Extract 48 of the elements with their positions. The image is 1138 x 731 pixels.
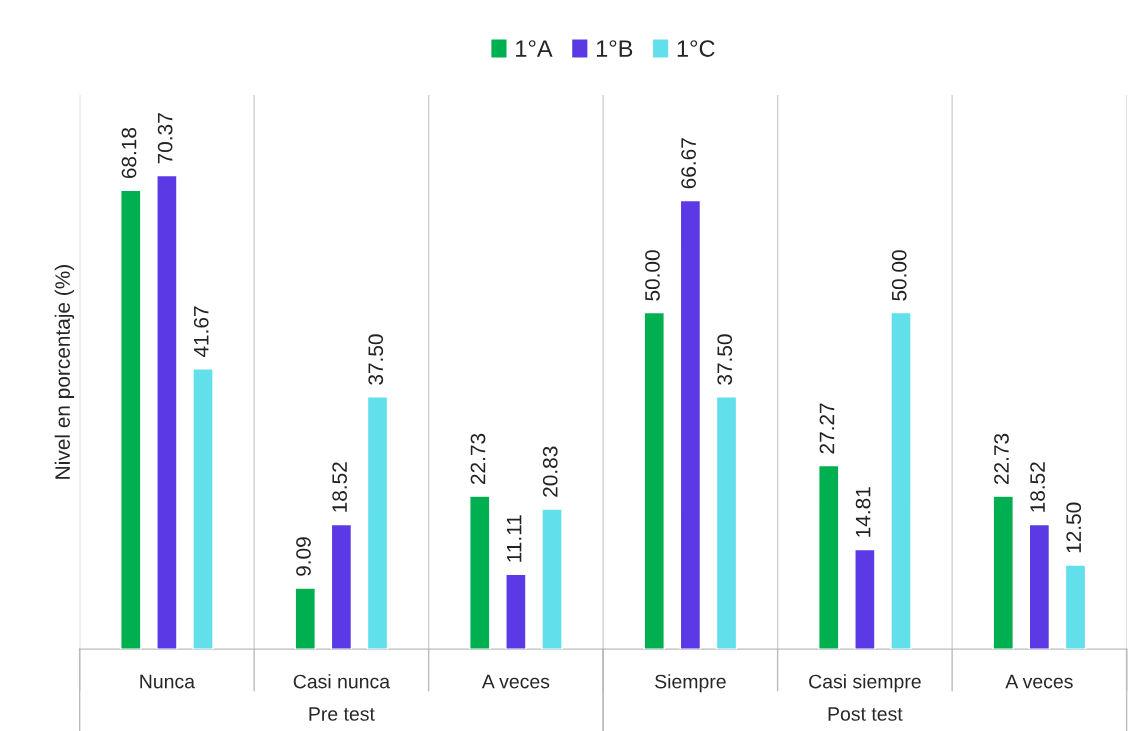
x-tick-label: Siempre: [655, 674, 726, 693]
data-label: 9.09: [296, 537, 311, 576]
data-label: 22.73: [994, 433, 1009, 484]
data-label: 37.50: [717, 334, 733, 385]
data-label: 41.67: [193, 306, 209, 358]
bar: [330, 523, 353, 650]
bar: [679, 199, 702, 650]
legend-label: 1°C: [677, 40, 715, 57]
bar: [294, 587, 317, 650]
bar: [469, 495, 491, 650]
bar: [192, 367, 214, 650]
data-label: 18.52: [1030, 462, 1045, 512]
text: Pre test: [309, 707, 375, 721]
legend-label: 1°A: [516, 40, 553, 57]
bar: [505, 573, 527, 650]
data-label: 50.00: [891, 250, 907, 301]
data-label: 14.81: [855, 487, 871, 537]
data-label: 20.83: [542, 446, 558, 497]
data-label: 22.73: [470, 433, 486, 484]
data-label: 37.50: [368, 334, 384, 385]
bar: [1064, 564, 1087, 650]
bar: [156, 174, 178, 650]
bar: [854, 548, 876, 650]
bar: [818, 464, 840, 650]
data-label: 11.11: [506, 515, 522, 562]
bar: [715, 396, 738, 650]
x-tick-label: A veces: [481, 674, 550, 689]
data-label: 68.18: [121, 127, 137, 179]
bar: [541, 508, 563, 650]
y-axis-title: Nivel en porcentaje (%): [54, 265, 75, 479]
bar: [992, 495, 1014, 650]
bar: [643, 311, 665, 650]
x-tick-label: A veces: [1005, 674, 1073, 689]
x-tick-label: Casi siempre: [809, 674, 921, 693]
data-label: 12.50: [1066, 502, 1082, 553]
bar: [1028, 523, 1051, 650]
legend-label: 1°B: [596, 40, 633, 57]
data-label: 70.37: [157, 113, 173, 164]
x-tick-label: Nunca: [140, 674, 196, 689]
x-tick-label: Casi nunca: [293, 674, 391, 689]
data-label: 50.00: [645, 250, 660, 301]
bar: [890, 311, 912, 650]
data-label: 18.52: [332, 462, 347, 512]
data-label: 66.67: [681, 138, 696, 189]
data-label: 27.27: [819, 403, 835, 454]
bar: [366, 396, 389, 650]
bar: [120, 189, 142, 650]
text: Post test: [828, 707, 903, 721]
